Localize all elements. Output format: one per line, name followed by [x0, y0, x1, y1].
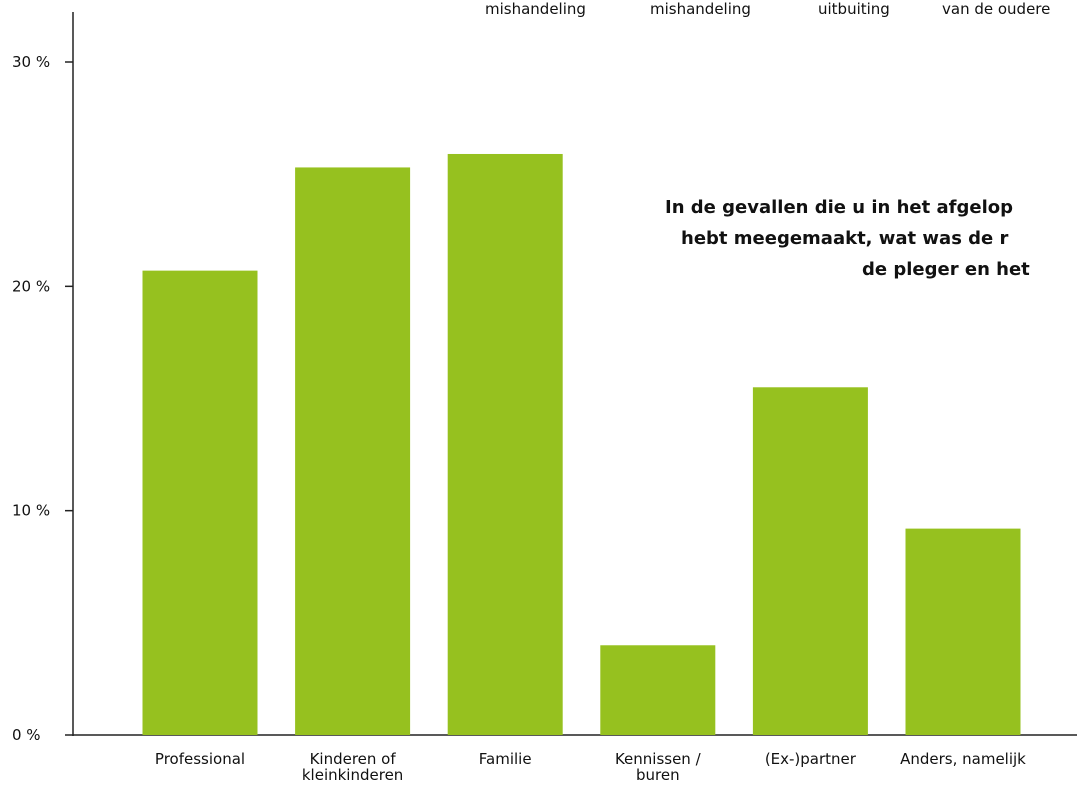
legend-fragment: mishandeling	[485, 0, 586, 18]
chart-title: In de gevallen die u in het afgelop	[665, 197, 1013, 218]
bar	[295, 167, 411, 736]
x-tick-label: Kennissen / buren	[614, 750, 701, 784]
x-tick-label: Kinderen of kleinkinderen	[301, 750, 404, 784]
legend-fragment: van de oudere	[942, 0, 1050, 18]
bar	[905, 528, 1021, 735]
x-tick-label: Professional	[154, 750, 246, 768]
x-tick-label: (Ex-)partner	[764, 750, 856, 768]
chart-title: hebt meegemaakt, wat was de r	[681, 228, 1009, 249]
bar	[142, 270, 258, 735]
bar	[752, 387, 868, 735]
x-tick-label: Familie	[478, 750, 532, 768]
x-tick-label: Anders, namelijk	[900, 750, 1026, 768]
bar	[600, 645, 716, 735]
legend-fragment: mishandeling	[650, 0, 751, 18]
legend-fragment: uitbuiting	[818, 0, 890, 18]
chart-title: de pleger en het	[862, 259, 1030, 280]
bar	[447, 153, 563, 735]
y-tick-label: 0 %	[12, 726, 41, 744]
y-tick-label: 20 %	[12, 277, 50, 295]
y-tick-label: 10 %	[12, 502, 50, 520]
y-tick-label: 30 %	[12, 53, 50, 71]
